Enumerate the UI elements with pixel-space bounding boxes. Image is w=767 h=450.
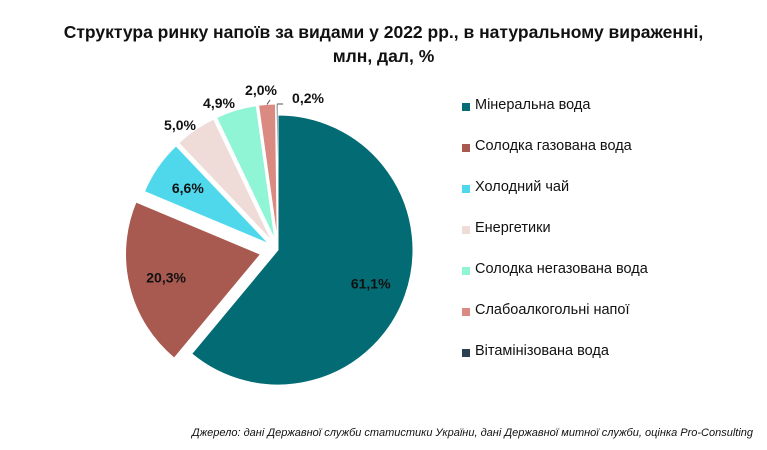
data-label-1: 61,1% bbox=[351, 275, 391, 291]
legend-swatch-6 bbox=[462, 308, 470, 316]
data-label-5: 4,9% bbox=[203, 95, 235, 111]
legend-swatch-1 bbox=[462, 103, 470, 111]
legend-label-1: Мінеральна вода bbox=[475, 97, 591, 113]
legend-label-6: Слабоалкогольні напої bbox=[475, 302, 630, 318]
legend-item-1: Мінеральна вода bbox=[462, 96, 762, 114]
legend-label-4: Енергетики bbox=[475, 220, 551, 236]
pie-slice-5 bbox=[215, 105, 276, 240]
pie-data-labels: 61,1% 20,3% 6,6% 5,0% 4,9% 2,0% 0,2% bbox=[146, 82, 391, 291]
pie-slice-1 bbox=[190, 114, 414, 386]
data-label-3: 6,6% bbox=[172, 180, 204, 196]
legend-item-4: Енергетики bbox=[462, 219, 762, 237]
legend-label-3: Холодний чай bbox=[475, 179, 570, 195]
source-note: Джерело: дані Державної служби статистик… bbox=[191, 427, 753, 439]
data-label-6: 2,0% bbox=[245, 82, 277, 98]
data-label-2: 20,3% bbox=[146, 269, 186, 285]
legend-swatch-2 bbox=[462, 144, 470, 152]
legend-swatch-5 bbox=[462, 267, 470, 275]
leader-line-6 bbox=[266, 99, 271, 105]
legend-label-7: Вітамінізована вода bbox=[475, 343, 609, 359]
legend-item-2: Солодка газована вода bbox=[462, 137, 762, 155]
legend-swatch-7 bbox=[462, 349, 470, 357]
pie-slices bbox=[125, 103, 414, 386]
legend-item-3: Холодний чай bbox=[462, 178, 762, 196]
pie-slice-2 bbox=[125, 201, 262, 359]
data-label-4: 5,0% bbox=[164, 117, 196, 133]
chart-title: Структура ринку напоїв за видами у 2022 … bbox=[20, 20, 747, 68]
legend-item-7: Вітамінізована вода bbox=[462, 342, 762, 360]
pie-slice-3 bbox=[143, 145, 270, 245]
chart-title-line-1: Структура ринку напоїв за видами у 2022 … bbox=[63, 22, 704, 42]
chart-title-line-2: млн, дал, % bbox=[332, 46, 435, 66]
pie-slice-4 bbox=[178, 118, 273, 242]
legend-label-5: Солодка негазована вода bbox=[475, 261, 648, 277]
legend-item-6: Слабоалкогольні напої bbox=[462, 301, 762, 319]
legend-label-2: Солодка газована вода bbox=[475, 138, 632, 154]
pie-leader-lines bbox=[266, 99, 284, 105]
legend-swatch-3 bbox=[462, 185, 470, 193]
legend-item-5: Солодка негазована вода bbox=[462, 260, 762, 278]
data-label-7: 0,2% bbox=[292, 90, 324, 106]
legend-swatch-4 bbox=[462, 226, 470, 234]
